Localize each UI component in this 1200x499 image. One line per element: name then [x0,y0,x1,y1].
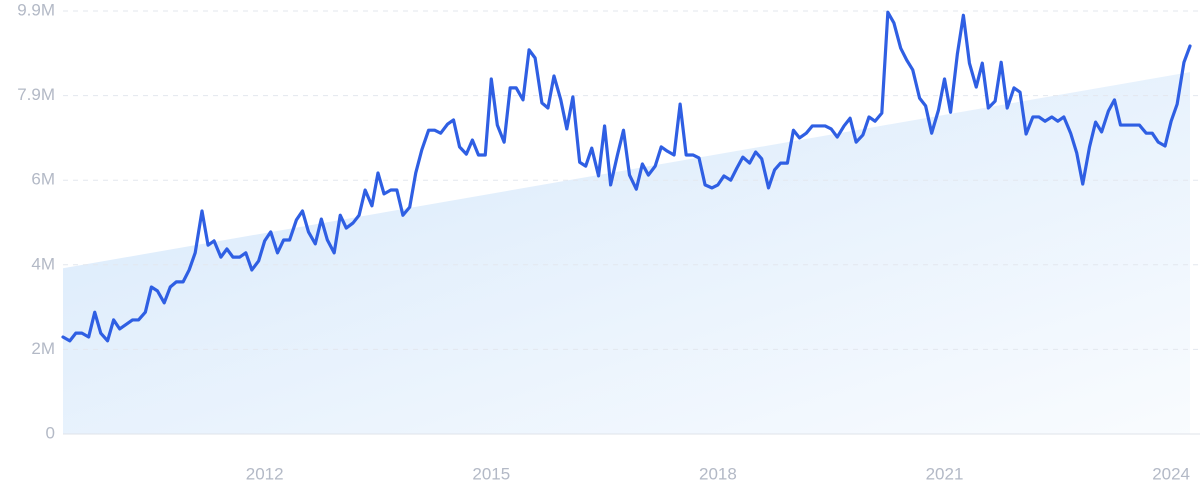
y-tick-label: 4M [31,254,55,273]
y-tick-label: 2M [31,339,55,358]
y-tick-label: 0 [46,423,55,442]
x-tick-label: 2012 [246,464,284,483]
x-tick-label: 2015 [472,464,510,483]
y-tick-label: 7.9M [17,85,55,104]
trend-area [63,72,1190,434]
y-tick-label: 9.9M [17,0,55,19]
x-tick-label: 2024 [1152,464,1190,483]
x-tick-label: 2021 [926,464,964,483]
x-tick-label: 2018 [699,464,737,483]
y-tick-label: 6M [31,170,55,189]
series-line [61,10,1192,343]
